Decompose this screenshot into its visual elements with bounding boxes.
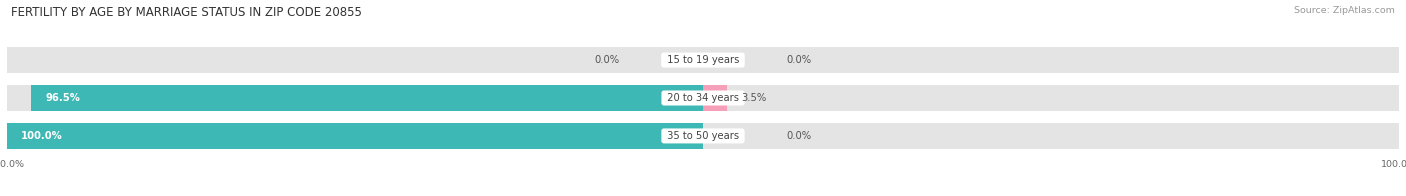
- Text: 35 to 50 years: 35 to 50 years: [664, 131, 742, 141]
- Text: 0.0%: 0.0%: [786, 131, 811, 141]
- Text: FERTILITY BY AGE BY MARRIAGE STATUS IN ZIP CODE 20855: FERTILITY BY AGE BY MARRIAGE STATUS IN Z…: [11, 6, 363, 19]
- Text: 100.0%: 100.0%: [21, 131, 63, 141]
- Bar: [7, 123, 703, 149]
- Text: Source: ZipAtlas.com: Source: ZipAtlas.com: [1294, 6, 1395, 15]
- Text: 96.5%: 96.5%: [45, 93, 80, 103]
- Bar: [7, 85, 1399, 111]
- Bar: [7, 123, 1399, 149]
- Bar: [31, 85, 703, 111]
- Text: 3.5%: 3.5%: [741, 93, 766, 103]
- Text: 15 to 19 years: 15 to 19 years: [664, 55, 742, 65]
- Bar: [7, 47, 1399, 73]
- Text: 0.0%: 0.0%: [786, 55, 811, 65]
- Text: 20 to 34 years: 20 to 34 years: [664, 93, 742, 103]
- Bar: [703, 85, 727, 111]
- Text: 0.0%: 0.0%: [595, 55, 620, 65]
